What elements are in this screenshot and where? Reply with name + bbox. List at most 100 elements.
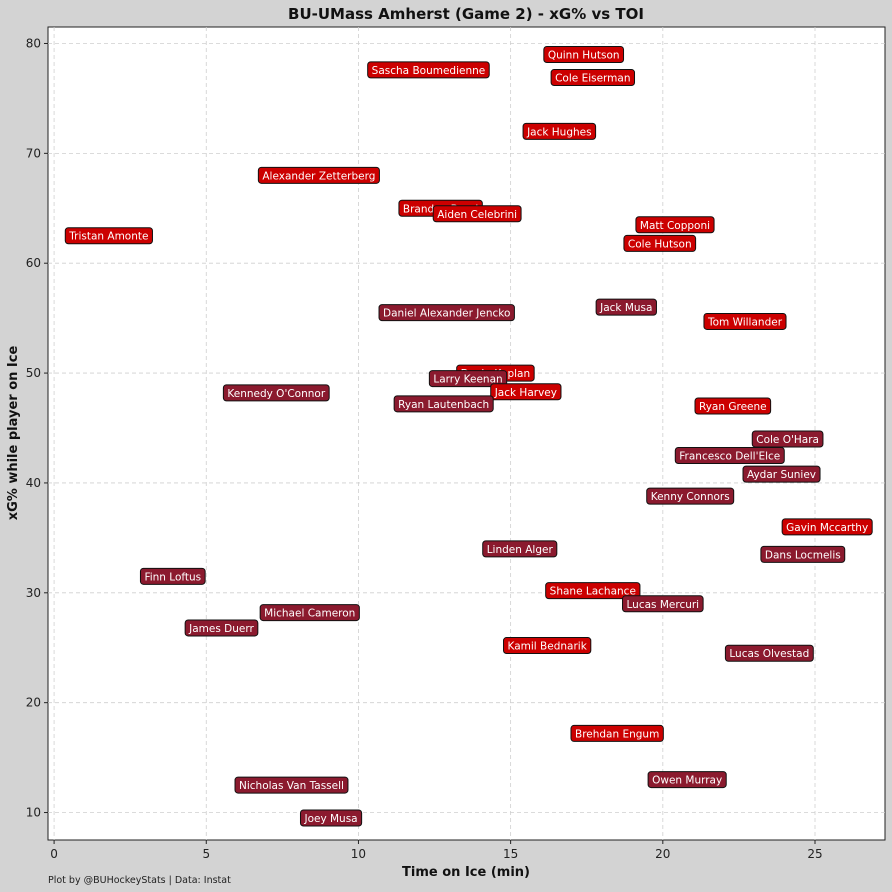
point-label: Aiden Celebrini	[432, 205, 522, 223]
point-label: Jack Musa	[595, 298, 657, 316]
point-label: Joey Musa	[299, 809, 363, 827]
point-label-box	[742, 465, 821, 483]
point-label: Kenny Connors	[646, 487, 735, 505]
point-label-text: Lucas Olvestad	[729, 648, 809, 660]
point-label: Dans Locmelis	[760, 545, 846, 563]
y-tick-label: 40	[26, 476, 41, 490]
y-tick-label: 50	[26, 366, 41, 380]
point-label-text: Owen Murray	[652, 775, 722, 787]
y-tick-label: 10	[26, 806, 41, 820]
point-label-text: Quinn Hutson	[548, 49, 620, 61]
point-label: Jack Hughes	[522, 122, 597, 140]
point-label-box	[234, 776, 349, 794]
point-label-text: Ryan Greene	[699, 401, 767, 413]
y-tick-label: 80	[26, 36, 41, 50]
point-label: Finn Loftus	[139, 567, 206, 585]
point-label-text: Gavin Mccarthy	[786, 522, 868, 534]
point-label: Cole Hutson	[623, 234, 697, 252]
point-label-box	[299, 809, 363, 827]
point-label-box	[550, 69, 636, 87]
point-label-text: Francesco Dell'Elce	[679, 450, 780, 462]
point-label-text: Kamil Bednarik	[508, 641, 588, 653]
point-label-text: Finn Loftus	[144, 571, 201, 583]
point-label-text: Jack Hughes	[526, 126, 592, 138]
point-label-text: Kennedy O'Connor	[227, 388, 325, 400]
point-label-box	[222, 384, 330, 402]
point-label-text: Michael Cameron	[264, 608, 355, 620]
point-label-text: Aydar Suniev	[747, 469, 816, 481]
point-label-box	[482, 540, 558, 558]
ticks: 0 5 10 15 20 25 10 20 30 40 50 60 70 80	[26, 36, 823, 861]
point-label-box	[703, 312, 787, 330]
point-label: Jack Harvey	[490, 383, 562, 401]
x-tick-label: 15	[503, 847, 518, 861]
point-label: Sascha Boumedienne	[367, 61, 490, 79]
point-label-text: Kenny Connors	[651, 491, 730, 503]
point-label-box	[257, 166, 380, 184]
point-label-text: Tristan Amonte	[68, 231, 148, 243]
point-label-box	[64, 227, 153, 245]
chart-title: BU-UMass Amherst (Game 2) - xG% vs TOI	[288, 5, 644, 23]
point-label-box	[428, 370, 508, 388]
point-label-text: Tom Willander	[707, 316, 783, 328]
point-label-text: Jack Musa	[599, 302, 652, 314]
point-label: Linden Alger	[482, 540, 558, 558]
point-label-box	[570, 724, 664, 742]
point-label-text: Cole Hutson	[628, 238, 692, 250]
point-label: Quinn Hutson	[543, 45, 625, 63]
x-tick-label: 20	[655, 847, 670, 861]
point-label-text: Lucas Mercuri	[627, 599, 700, 611]
point-label-text: Sascha Boumedienne	[372, 65, 486, 77]
point-label: Ryan Lautenbach	[393, 395, 494, 413]
point-label-box	[393, 395, 494, 413]
point-label-box	[259, 604, 360, 622]
point-label-box	[781, 518, 873, 536]
point-label-box	[139, 567, 206, 585]
point-label-box	[522, 122, 597, 140]
y-tick-label: 60	[26, 256, 41, 270]
point-label-text: Alexander Zetterberg	[262, 170, 375, 182]
point-label-box	[646, 487, 735, 505]
point-label-box	[647, 771, 727, 789]
point-label-text: Larry Keenan	[433, 374, 502, 386]
point-label: Nicholas Van Tassell	[234, 776, 349, 794]
point-label-box	[751, 430, 824, 448]
point-label: Shane Lachance	[545, 582, 641, 600]
point-label-box	[543, 45, 625, 63]
point-label-text: James Duerr	[188, 623, 254, 635]
point-label: Ryan Greene	[694, 397, 772, 415]
point-label-text: Cole O'Hara	[756, 434, 819, 446]
point-label: Francesco Dell'Elce	[674, 446, 785, 464]
point-label: Lucas Mercuri	[622, 595, 704, 613]
x-tick-label: 5	[202, 847, 210, 861]
y-tick-label: 20	[26, 696, 41, 710]
y-tick-label: 70	[26, 146, 41, 160]
point-label-box	[490, 383, 562, 401]
point-label-text: Dans Locmelis	[765, 549, 841, 561]
x-axis-label: Time on Ice (min)	[402, 865, 530, 880]
point-label-text: Daniel Alexander Jencko	[383, 308, 510, 320]
x-tick-label: 0	[50, 847, 58, 861]
y-tick-label: 30	[26, 586, 41, 600]
point-label: Cole O'Hara	[751, 430, 824, 448]
point-label-text: Linden Alger	[487, 544, 554, 556]
point-label-box	[378, 304, 515, 322]
point-label: Tom Willander	[703, 312, 787, 330]
point-label: Matt Copponi	[635, 216, 715, 234]
point-label: Daniel Alexander Jencko	[378, 304, 515, 322]
point-label-box	[623, 234, 697, 252]
point-label-box	[635, 216, 715, 234]
grid	[48, 27, 885, 840]
plot-area	[47, 26, 886, 841]
point-label-box	[760, 545, 846, 563]
x-tick-label: 10	[351, 847, 366, 861]
point-label-text: Matt Copponi	[640, 220, 710, 232]
point-label: Kamil Bednarik	[503, 637, 592, 655]
point-label-text: Brehdan Engum	[575, 728, 659, 740]
x-tick-label: 25	[807, 847, 822, 861]
point-label: Aydar Suniev	[742, 465, 821, 483]
point-label: Brehdan Engum	[570, 724, 664, 742]
point-label: Larry Keenan	[428, 370, 508, 388]
point-label: Gavin Mccarthy	[781, 518, 873, 536]
